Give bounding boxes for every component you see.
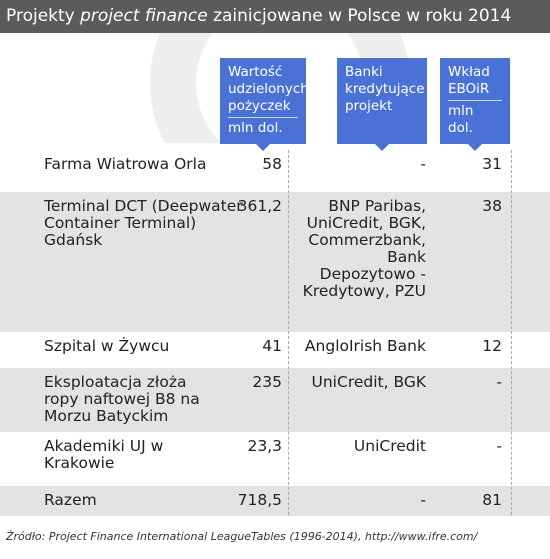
table-row: Szpital w Żywcu 41 AngloIrish Bank 12: [0, 332, 550, 368]
row-name: Farma Wiatrowa Orla: [44, 155, 207, 173]
row-ebrd: -: [496, 373, 502, 391]
title-suffix: zainicjowane w Polsce w roku 2014: [207, 6, 512, 26]
table-row: Akademiki UJ w Krakowie 23,3 UniCredit -: [0, 432, 550, 486]
column-divider: [288, 150, 289, 515]
header-ebrd: Wkład EBOiR mln dol.: [440, 58, 510, 151]
row-banks: -: [420, 491, 426, 509]
page-title: Projekty project finance zainicjowane w …: [0, 0, 550, 33]
row-value: 361,2: [237, 197, 282, 215]
source-note: Źródło: Project Finance International Le…: [6, 530, 478, 543]
row-banks: -: [420, 155, 426, 173]
row-ebrd: 31: [482, 155, 502, 173]
row-ebrd: -: [496, 437, 502, 455]
header-ebrd-label: Wkład EBOiR: [448, 64, 490, 97]
row-ebrd: 81: [482, 491, 502, 509]
row-name: Szpital w Żywcu: [44, 337, 170, 355]
row-name: Razem: [44, 491, 97, 509]
header-loan-value-unit: mln dol.: [228, 117, 298, 137]
row-name: Terminal DCT (Deepwater Container Termin…: [44, 197, 243, 249]
column-divider: [511, 150, 512, 515]
row-banks: UniCredit, BGK: [311, 373, 426, 391]
row-ebrd: 38: [482, 197, 502, 215]
header-banks-label: Banki kredytujące projekt: [345, 64, 425, 114]
table-row: Terminal DCT (Deepwater Container Termin…: [0, 192, 550, 332]
row-banks: AngloIrish Bank: [304, 337, 426, 355]
row-value: 58: [262, 155, 282, 173]
row-value: 23,3: [247, 437, 282, 455]
header-loan-value: Wartość udzielonych pożyczek mln dol.: [220, 58, 309, 151]
header-loan-value-label: Wartość udzielonych pożyczek: [228, 64, 309, 114]
header-ebrd-unit: mln dol.: [448, 100, 502, 137]
row-value: 718,5: [237, 491, 282, 509]
row-value: 235: [252, 373, 282, 391]
row-value: 41: [262, 337, 282, 355]
row-banks: BNP Paribas, UniCredit, BGK, Commerzbank…: [302, 197, 426, 300]
title-prefix: Projekty: [6, 6, 81, 26]
title-italic: project finance: [80, 6, 208, 26]
table-row: Eksploatacja złoża ropy naftowej B8 na M…: [0, 368, 550, 432]
table-row: Farma Wiatrowa Orla 58 - 31: [0, 150, 550, 192]
row-ebrd: 12: [482, 337, 502, 355]
row-name: Akademiki UJ w Krakowie: [44, 437, 164, 472]
table-row-total: Razem 718,5 - 81: [0, 486, 550, 516]
row-name: Eksploatacja złoża ropy naftowej B8 na M…: [44, 373, 200, 425]
row-banks: UniCredit: [353, 437, 426, 455]
header-banks: Banki kredytujące projekt: [337, 58, 427, 151]
